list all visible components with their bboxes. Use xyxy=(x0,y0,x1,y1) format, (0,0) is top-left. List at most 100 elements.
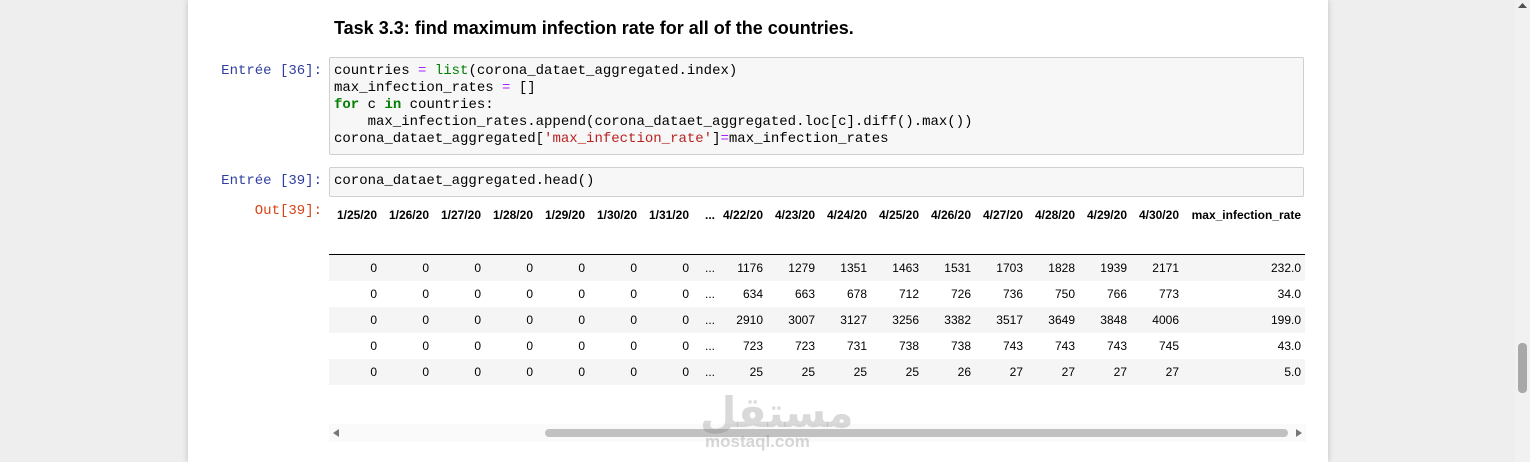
table-cell: 0 xyxy=(329,254,381,281)
code-cell[interactable]: countries = list(corona_dataet_aggregate… xyxy=(329,57,1304,155)
table-cell: 743 xyxy=(1054,338,1075,353)
column-header: 4/27/20 xyxy=(975,200,1027,255)
code-token: countries xyxy=(334,63,419,79)
column-header: 4/30/20 xyxy=(1131,200,1183,255)
column-header: 1/25/20 xyxy=(329,200,381,255)
table-cell: 1463 xyxy=(871,254,923,281)
table-cell: 0 xyxy=(474,338,481,353)
table-cell: 0 xyxy=(526,286,533,301)
table-cell: 712 xyxy=(898,286,919,301)
table-cell: 766 xyxy=(1106,286,1127,301)
code-token: max_infection_rates.append(corona_dataet… xyxy=(334,114,973,130)
scroll-right[interactable] xyxy=(1296,429,1302,437)
v-scrollbar[interactable] xyxy=(1515,0,1530,462)
column-header: 4/23/20 xyxy=(767,200,819,255)
prompt: Entrée [39]: xyxy=(221,173,322,189)
table-cell: 723 xyxy=(742,338,763,353)
code-token: c xyxy=(359,97,385,113)
column-header: 1/27/20 xyxy=(433,200,485,255)
table-cell: 0 xyxy=(381,358,433,385)
table-cell: 3007 xyxy=(767,306,819,333)
scroll-thumb[interactable] xyxy=(1518,343,1527,393)
table-cell: 0 xyxy=(485,254,537,281)
table-cell: 0 xyxy=(370,338,377,353)
table-cell: 0 xyxy=(641,358,693,385)
code-token: corona_dataet_aggregated[ xyxy=(334,131,545,147)
table-cell: 3649 xyxy=(1027,306,1079,333)
table-cell: 1351 xyxy=(819,254,871,281)
table-cell: 0 xyxy=(641,306,693,333)
table-cell: 0 xyxy=(630,286,637,301)
code-token: corona_dataet_aggregated.head() xyxy=(334,173,595,189)
table-cell: 743 xyxy=(1106,338,1127,353)
code-line: for c in countries: xyxy=(334,97,1303,114)
table-cell: 726 xyxy=(950,286,971,301)
scroll-up[interactable] xyxy=(1518,3,1527,8)
table-cell: 0 xyxy=(578,338,585,353)
table-cell: 25 xyxy=(719,358,767,385)
table-cell: 1176 xyxy=(719,254,767,281)
table-cell: ... xyxy=(704,338,715,353)
table-cell: 25 xyxy=(767,358,819,385)
table-cell: 0 xyxy=(381,254,433,281)
table-cell: 634 xyxy=(742,286,763,301)
table-cell: 0 xyxy=(537,254,589,281)
table-cell: 0 xyxy=(485,358,537,385)
table-cell: 0 xyxy=(329,358,381,385)
table-row: 0 0 0 0 0 0 0... 723 723 731 738 738 743 743 743 745 43.… xyxy=(329,333,1305,359)
table-cell: ... xyxy=(693,358,719,385)
table-row: 0 0 0 0 0 0 0... 25 25 25 25 26 27 27 27 27 5.0 xyxy=(329,358,1305,385)
table-cell: 27 xyxy=(975,358,1027,385)
table-row: 0 0 0 0 0 0 0... 1176 1279 1351 1463 1531 1703 1828 19… xyxy=(329,254,1305,281)
code-cell[interactable]: corona_dataet_aggregated.head() xyxy=(329,167,1304,197)
column-header: 1/30/20 xyxy=(589,200,641,255)
table-cell: ... xyxy=(693,306,719,333)
table-cell: 0 xyxy=(578,286,585,301)
column-header: 1/31/20 xyxy=(641,200,693,255)
column-header: 4/24/20 xyxy=(819,200,871,255)
scroll-thumb[interactable] xyxy=(545,429,1288,437)
table-cell: 199.0 xyxy=(1183,306,1305,333)
column-header: ... xyxy=(693,200,719,255)
output-table: 1/25/20 1/26/20 1/27/20 1/28/20 1/29/20 1/30/… xyxy=(329,200,1305,385)
table-cell: 663 xyxy=(794,286,815,301)
code-token: list xyxy=(434,63,469,79)
table-cell: 0 xyxy=(474,286,481,301)
table-cell: 2171 xyxy=(1131,254,1183,281)
code-line: max_infection_rates = [] xyxy=(334,80,1303,97)
scroll-left[interactable] xyxy=(333,429,339,437)
column-header: 1/26/20 xyxy=(381,200,433,255)
code-token: max_infection_rates xyxy=(728,131,889,147)
table-cell: 2910 xyxy=(719,306,767,333)
code-token: max_infection_rates xyxy=(334,80,503,96)
table-cell: 0 xyxy=(682,286,689,301)
table-cell: 25 xyxy=(871,358,923,385)
table-cell: 678 xyxy=(846,286,867,301)
h-scrollbar[interactable] xyxy=(329,424,1306,442)
table-cell: 27 xyxy=(1131,358,1183,385)
watermark: مستقل xyxy=(700,388,854,437)
table-cell: 0 xyxy=(381,306,433,333)
table-cell: 43.0 xyxy=(1277,338,1301,353)
table-cell: 723 xyxy=(794,338,815,353)
out-prompt: Out[39]: xyxy=(254,203,322,219)
prompt: Entrée [36]: xyxy=(221,63,322,79)
code-line: corona_dataet_aggregated['max_infection_… xyxy=(334,131,1303,148)
code-token: (corona_dataet_aggregated.index) xyxy=(468,63,738,79)
table-cell: 1703 xyxy=(975,254,1027,281)
table-row: 0 0 0 0 0 0 0... 634 663 678 712 726 736 750 766 773 34.… xyxy=(329,281,1305,307)
table-cell: 0 xyxy=(630,338,637,353)
column-header: 1/29/20 xyxy=(537,200,589,255)
code-token: = xyxy=(720,131,729,147)
table-cell: 1279 xyxy=(767,254,819,281)
table-cell: 0 xyxy=(433,358,485,385)
table-cell: 3256 xyxy=(871,306,923,333)
code-token: = xyxy=(502,80,511,96)
table-cell: 0 xyxy=(589,254,641,281)
code-token: for xyxy=(334,97,360,113)
column-header: 4/22/20 xyxy=(719,200,767,255)
table-cell: 0 xyxy=(589,306,641,333)
table-cell: 1828 xyxy=(1027,254,1079,281)
table-cell: 1939 xyxy=(1079,254,1131,281)
